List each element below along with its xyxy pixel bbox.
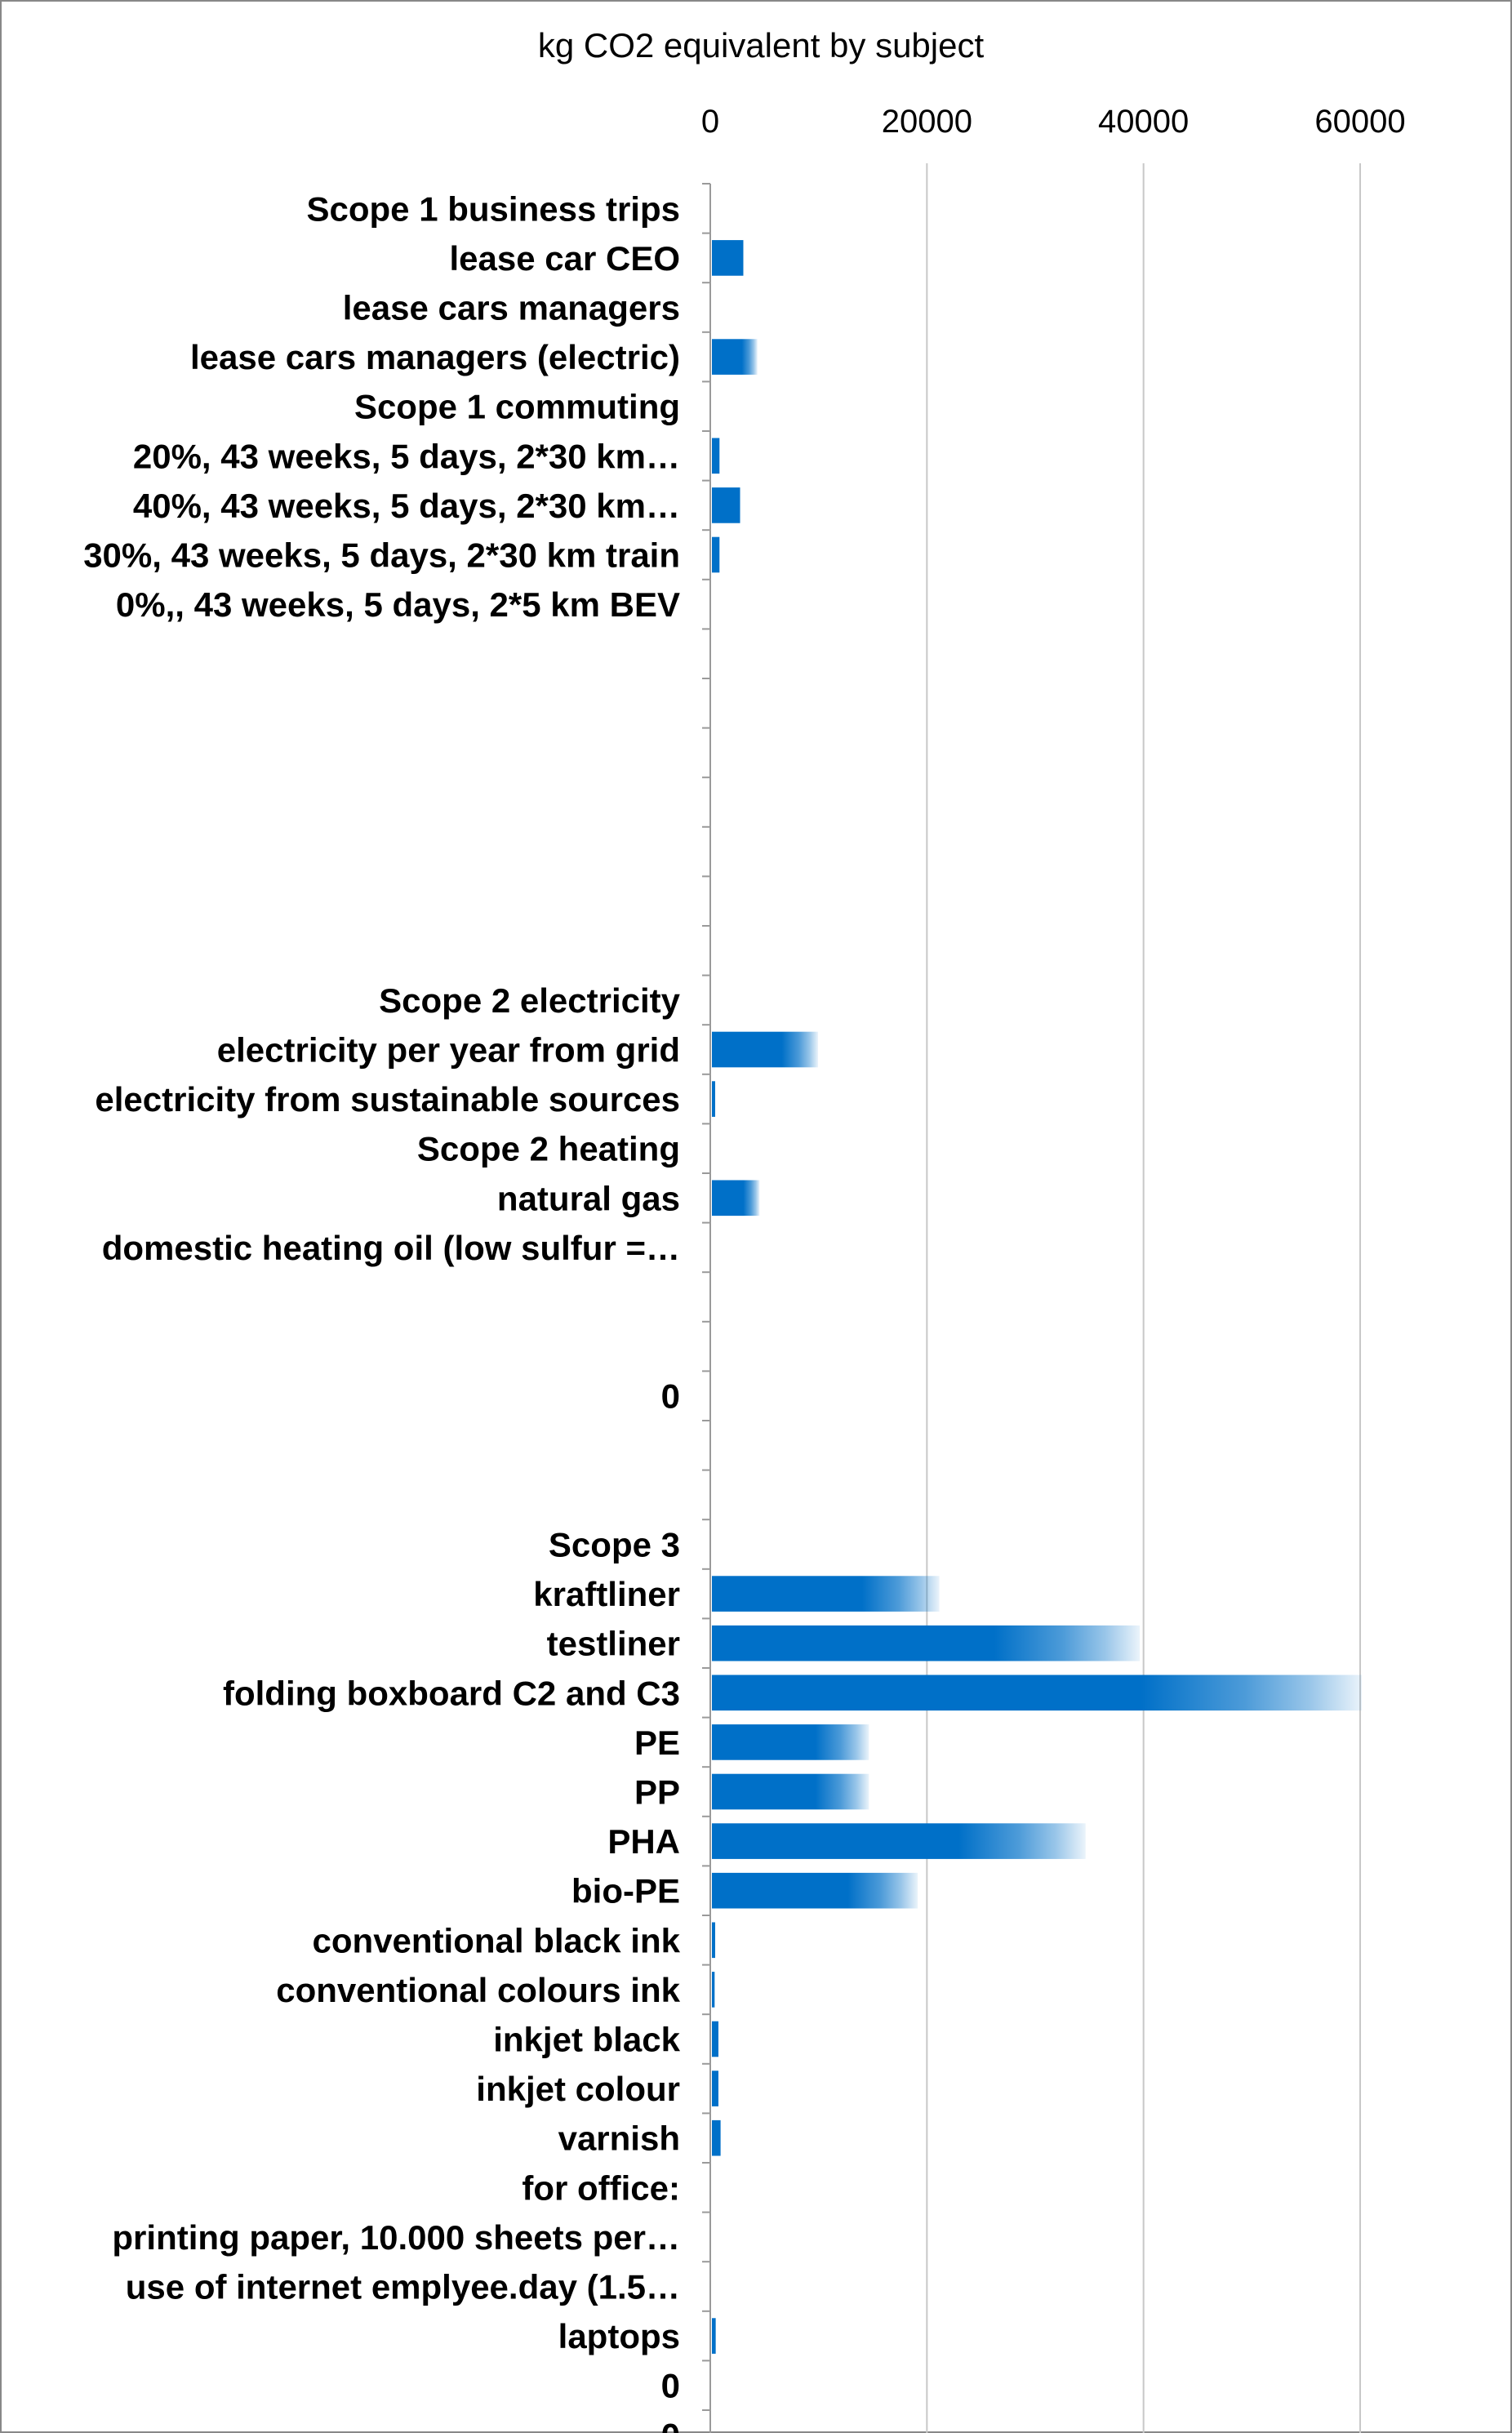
category-label: lease car CEO xyxy=(449,239,680,278)
category-label: laptops xyxy=(558,2317,680,2355)
gridlines xyxy=(926,163,1361,2433)
category-label: Scope 1 business trips xyxy=(307,189,681,228)
category-label: Scope 2 electricity xyxy=(379,981,680,1020)
x-tick-label: 60000 xyxy=(1314,104,1405,140)
category-label: 0%,, 43 weeks, 5 days, 2*5 km BEV xyxy=(116,585,680,624)
bar xyxy=(712,339,758,375)
category-label: lease cars managers (electric) xyxy=(190,338,680,376)
bar xyxy=(712,1180,760,1216)
bar xyxy=(712,1724,869,1760)
chart-title: kg CO2 equivalent by subject xyxy=(538,26,985,64)
bar xyxy=(712,1872,918,1909)
x-tick-label: 0 xyxy=(701,104,719,140)
bar xyxy=(712,1922,715,1959)
bar xyxy=(712,2070,718,2106)
category-label: PE xyxy=(634,1724,680,1762)
category-label: 40%, 43 weeks, 5 days, 2*30 km… xyxy=(133,487,680,525)
category-label: PP xyxy=(634,1773,680,1812)
category-label: conventional black ink xyxy=(313,1921,681,1959)
category-label: kraftliner xyxy=(533,1575,680,1613)
category-labels: Scope 1 business trips lease car CEO lease… xyxy=(83,189,680,2433)
category-label: printing paper, 10.000 sheets per… xyxy=(112,2218,680,2257)
bar xyxy=(712,1576,940,1612)
category-label: 0 xyxy=(661,2367,680,2405)
bar xyxy=(712,2021,718,2057)
category-label: conventional colours ink xyxy=(276,1971,680,2009)
bar xyxy=(712,438,720,474)
bar xyxy=(712,487,740,523)
category-label: use of internet emplyee.day (1.5… xyxy=(126,2268,680,2306)
bar xyxy=(712,1773,869,1810)
bar xyxy=(712,240,744,276)
x-tick-label: 20000 xyxy=(882,104,972,140)
bars xyxy=(712,240,1362,2354)
category-label: 20%, 43 weeks, 5 days, 2*30 km… xyxy=(133,437,680,475)
category-label: 0 xyxy=(661,2416,680,2433)
category-label: 0 xyxy=(661,1377,680,1416)
category-label: electricity from sustainable sources xyxy=(95,1080,680,1119)
category-label: inkjet colour xyxy=(476,2070,680,2108)
category-label: testliner xyxy=(547,1625,680,1663)
category-label: lease cars managers xyxy=(343,289,680,327)
y-axis xyxy=(702,183,711,2433)
category-label: natural gas xyxy=(497,1179,680,1217)
bar xyxy=(712,1031,819,1068)
category-label: folding boxboard C2 and C3 xyxy=(223,1674,680,1712)
category-label: varnish xyxy=(558,2119,680,2158)
bar xyxy=(712,1823,1086,1859)
category-label: inkjet black xyxy=(493,2021,680,2059)
bar xyxy=(712,1081,715,1117)
bar xyxy=(712,2318,716,2354)
bar xyxy=(712,1625,1141,1661)
category-label: 30%, 43 weeks, 5 days, 2*30 km train xyxy=(83,536,680,575)
category-label: domestic heating oil (low sulfur =… xyxy=(102,1229,680,1267)
x-axis-ticks: 0 20000 40000 60000 xyxy=(701,104,1406,140)
x-tick-label: 40000 xyxy=(1098,104,1189,140)
category-label: Scope 3 xyxy=(549,1526,680,1564)
category-label: bio-PE xyxy=(571,1872,680,1910)
bar xyxy=(712,536,720,573)
category-label: PHA xyxy=(607,1822,680,1861)
category-label: for office: xyxy=(522,2168,680,2207)
bar xyxy=(712,2119,721,2156)
category-label: Scope 1 commuting xyxy=(354,388,680,426)
bar xyxy=(712,1675,1362,1711)
category-label: Scope 2 heating xyxy=(417,1130,680,1168)
category-label: electricity per year from grid xyxy=(217,1031,680,1070)
bar xyxy=(712,1972,715,2008)
